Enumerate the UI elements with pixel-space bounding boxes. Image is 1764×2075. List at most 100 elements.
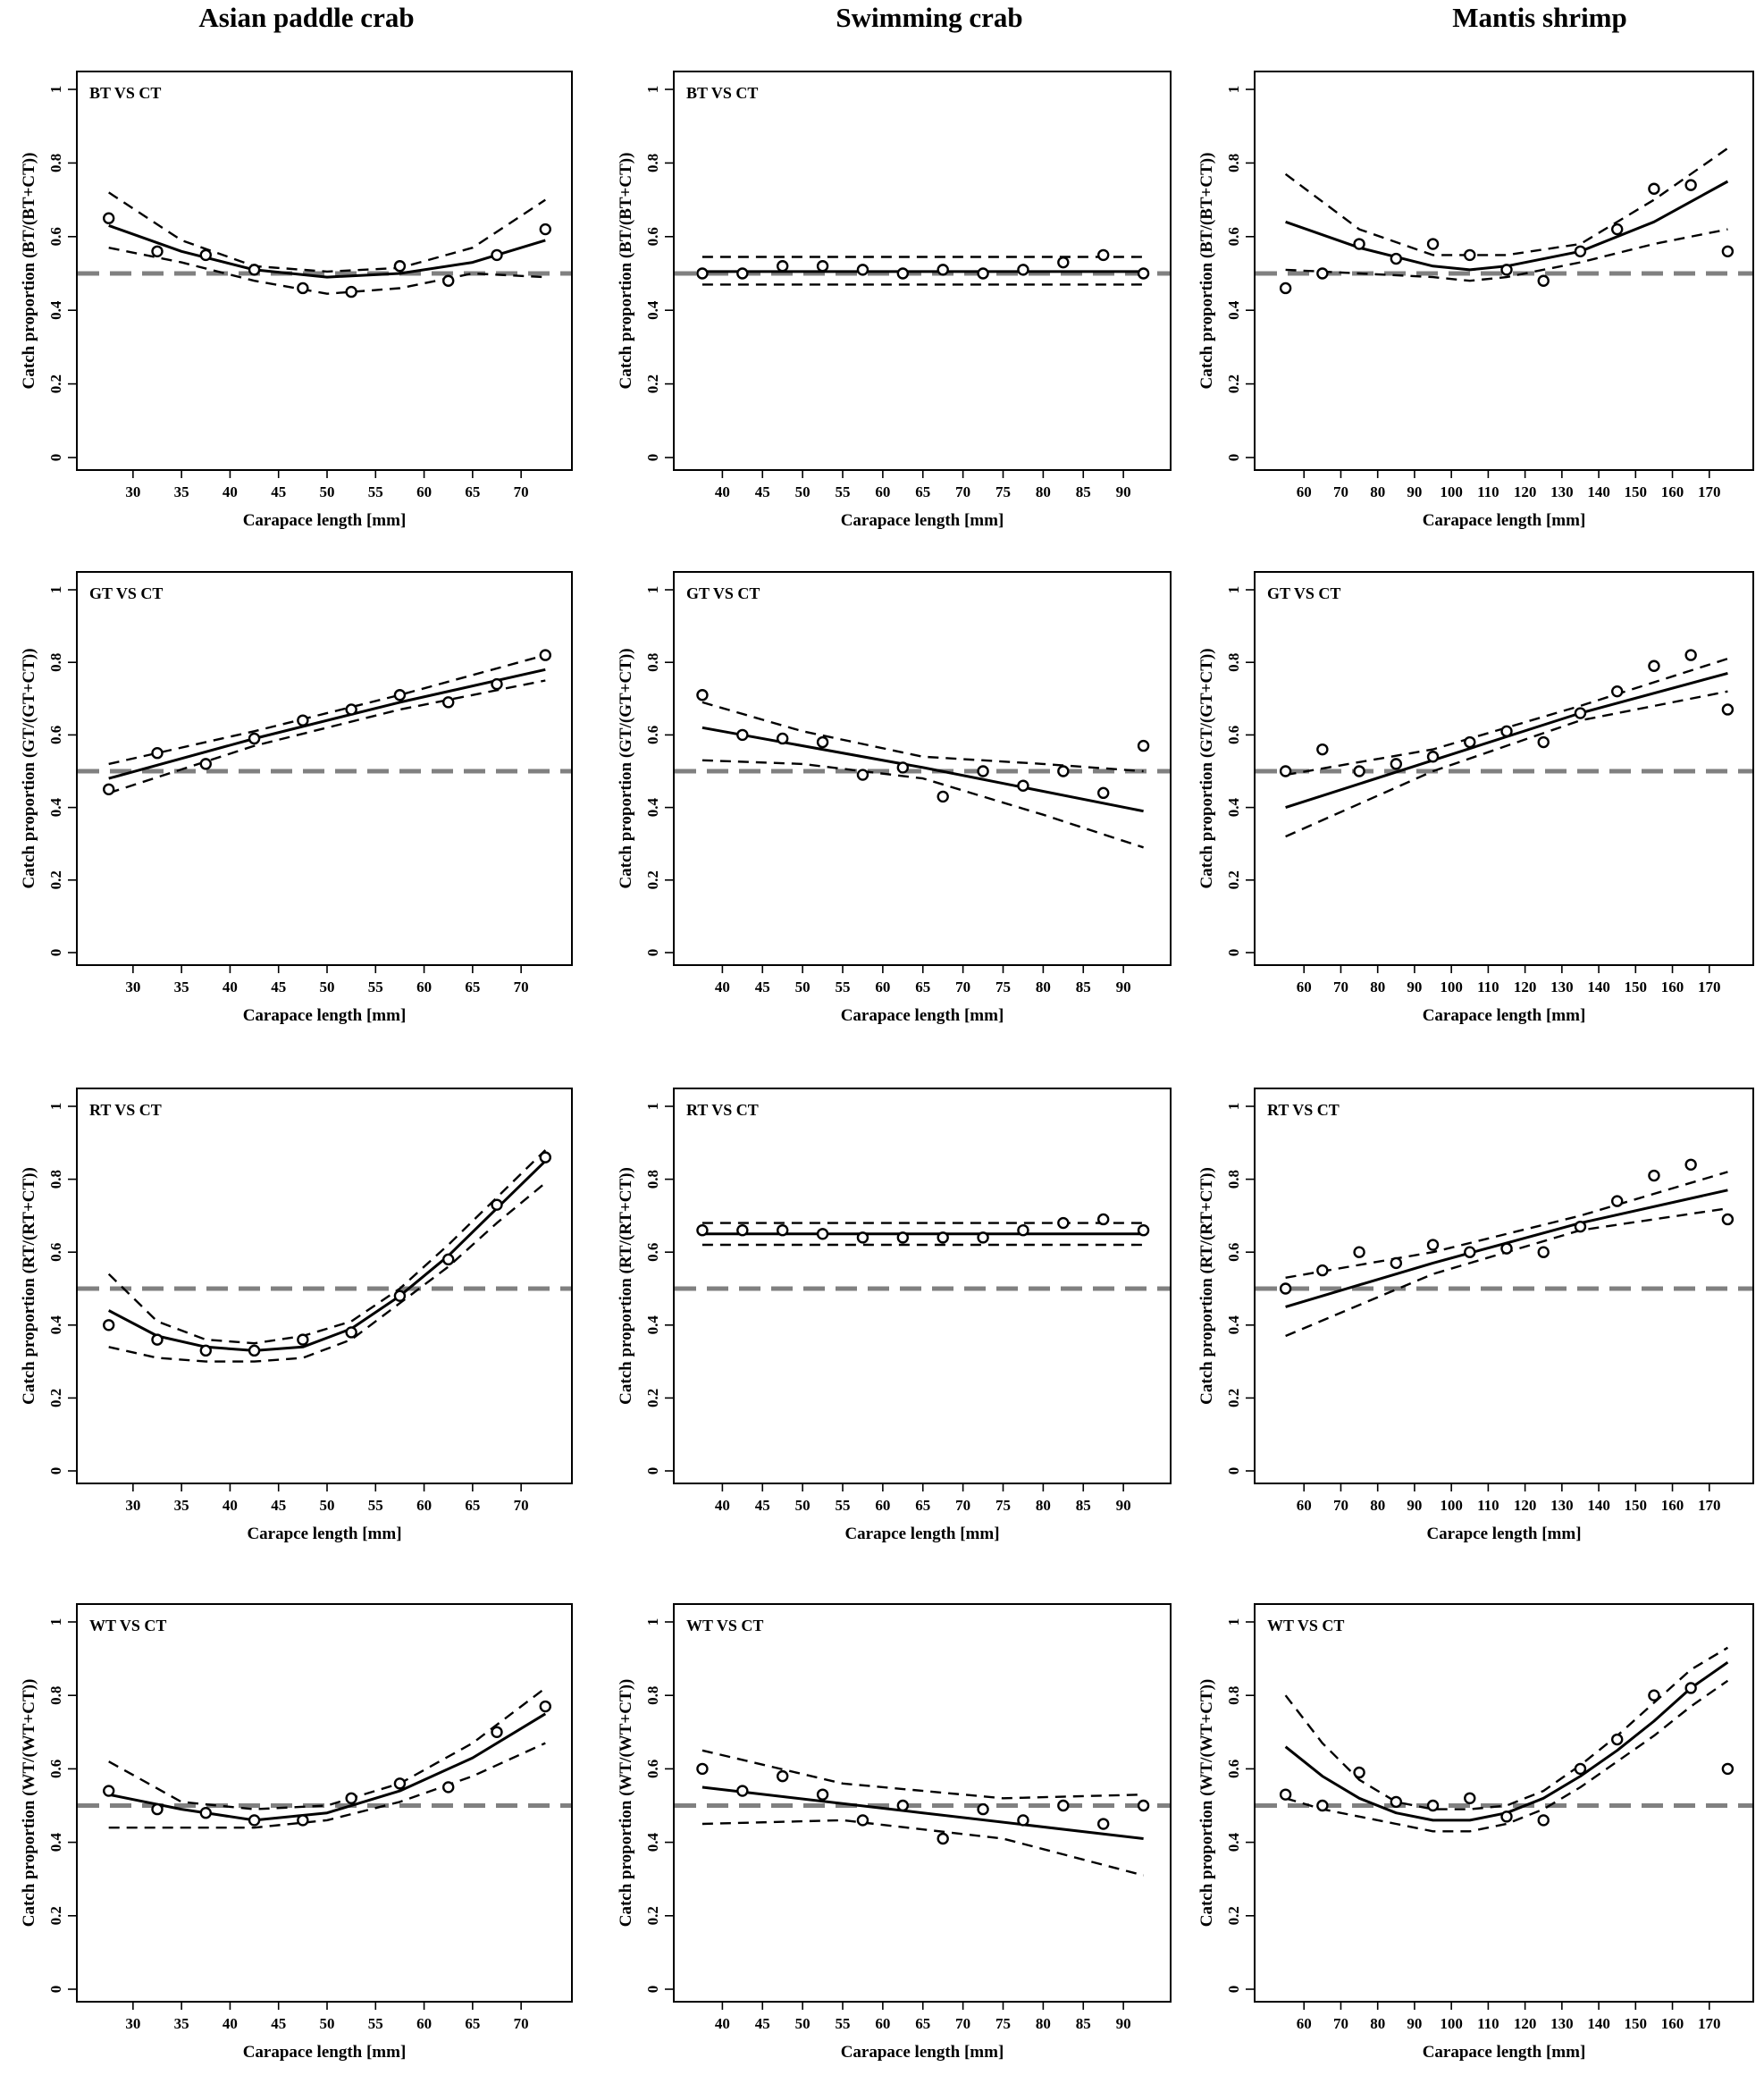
y-tick-label: 0.8	[644, 154, 661, 172]
x-tick-label: 85	[1076, 979, 1091, 995]
data-point	[1684, 649, 1697, 661]
data-point	[1500, 264, 1513, 276]
fitted-curve	[108, 1160, 547, 1352]
x-axis-label: Carapace length [mm]	[841, 1006, 1004, 1025]
y-tick-label: 0.6	[644, 227, 661, 246]
panel-label: WT VS CT	[686, 1617, 763, 1634]
y-tick-label: 0.4	[1225, 797, 1242, 817]
x-tick-label: 60	[416, 483, 432, 500]
y-tick-label: 0.4	[644, 1832, 661, 1852]
x-tick-label: 160	[1661, 483, 1684, 500]
panel-10: WT VS CT 0 0.2 0.4 0.6 0.8 1 30 35 40 45 50 55 60 65 70…	[20, 1603, 573, 2062]
data-point	[1648, 1689, 1660, 1701]
x-axis-label: Carapace length [mm]	[841, 511, 1004, 530]
x-axis-label: Carapace length [mm]	[243, 1006, 407, 1025]
x-tick-label: 170	[1698, 1497, 1721, 1514]
x-tick-label: 110	[1477, 2015, 1499, 2032]
y-tick-label: 1	[1225, 586, 1242, 594]
plot-frame	[76, 571, 573, 966]
x-tick-label: 35	[174, 1497, 189, 1514]
data-point	[199, 1807, 212, 1819]
x-tick-label: 55	[836, 483, 851, 500]
data-point	[1390, 758, 1403, 770]
y-tick-label: 0.6	[1225, 1243, 1242, 1262]
y-tick-label: 1	[1225, 1618, 1242, 1626]
data-point	[1279, 281, 1292, 295]
data-point	[442, 696, 455, 709]
x-axis-label: Carapace length [mm]	[1423, 2043, 1586, 2062]
ci-upper-line	[701, 1749, 1144, 1800]
data-point	[442, 274, 455, 287]
x-tick-label: 60	[875, 1497, 890, 1514]
panel-label: GT VS CT	[89, 584, 163, 602]
x-tick-label: 70	[514, 979, 529, 995]
y-axis-label: Catch proportion (BT/(BT+CT))	[1197, 153, 1216, 390]
data-point	[345, 285, 357, 298]
data-point	[896, 267, 910, 280]
data-point	[937, 1231, 949, 1244]
y-tick-label: 0.4	[644, 1315, 661, 1335]
x-tick-label: 80	[1370, 1497, 1385, 1514]
x-tick-label: 45	[271, 979, 286, 995]
data-point	[1500, 725, 1513, 738]
data-point	[103, 1319, 115, 1332]
panel-8: RT VS CT 0 0.2 0.4 0.6 0.8 1 40 45 50 55 60 65 70 75 80…	[617, 1088, 1172, 1543]
data-point	[1610, 1733, 1624, 1746]
data-point	[856, 769, 869, 781]
data-point	[736, 728, 749, 742]
x-tick-label: 30	[125, 979, 140, 995]
data-point	[1017, 779, 1029, 792]
x-tick-label: 100	[1440, 483, 1463, 500]
data-point	[696, 689, 709, 701]
data-point	[1279, 1788, 1292, 1801]
y-tick-label: 0.6	[644, 1243, 661, 1262]
x-tick-label: 85	[1076, 2015, 1091, 2032]
x-tick-label: 80	[1370, 979, 1385, 995]
panel-label: GT VS CT	[686, 584, 760, 602]
data-point	[776, 260, 789, 273]
x-tick-label: 90	[1116, 483, 1131, 500]
x-tick-label: 150	[1625, 1497, 1648, 1514]
x-tick-label: 140	[1587, 1497, 1610, 1514]
y-tick-label: 0.2	[1225, 1906, 1242, 1925]
x-tick-label: 65	[465, 1497, 480, 1514]
y-tick-label: 1	[1225, 1103, 1242, 1111]
x-tick-label: 90	[1407, 483, 1422, 500]
x-tick-label: 50	[320, 979, 335, 995]
data-point	[1353, 765, 1365, 777]
y-tick-label: 0.4	[644, 797, 661, 817]
x-tick-label: 150	[1625, 979, 1648, 995]
x-tick-label: 70	[955, 1497, 970, 1514]
x-tick-label: 60	[1297, 1497, 1312, 1514]
y-tick-label: 0	[1225, 1986, 1242, 1994]
x-tick-label: 70	[514, 2015, 529, 2032]
x-tick-label: 70	[514, 1497, 529, 1514]
data-point	[103, 212, 115, 224]
y-tick-label: 0.8	[47, 1170, 64, 1189]
x-tick-label: 65	[915, 979, 930, 995]
data-point	[345, 703, 357, 716]
panel-label: RT VS CT	[1267, 1101, 1340, 1119]
data-point	[776, 1769, 789, 1783]
data-point	[297, 281, 309, 295]
x-tick-label: 70	[955, 2015, 970, 2032]
data-point	[297, 1333, 309, 1346]
data-point	[1137, 1224, 1150, 1237]
y-axis-label: Catch proportion (WT/(WT+CT))	[20, 1679, 38, 1928]
x-axis-label: Carapace length [mm]	[243, 511, 407, 530]
x-tick-label: 85	[1076, 1497, 1091, 1514]
data-point	[1537, 735, 1550, 749]
data-point	[1057, 1799, 1070, 1812]
x-tick-label: 60	[416, 979, 432, 995]
x-tick-label: 50	[795, 483, 811, 500]
y-tick-label: 0.8	[47, 653, 64, 672]
data-point	[393, 260, 407, 273]
data-point	[1137, 1799, 1150, 1812]
x-tick-label: 40	[223, 2015, 238, 2032]
data-point	[1279, 765, 1292, 777]
x-tick-label: 120	[1514, 1497, 1537, 1514]
fitted-curve	[1285, 671, 1728, 810]
fitted-curve	[1285, 180, 1729, 272]
y-tick-label: 0.4	[47, 300, 64, 320]
x-tick-label: 70	[1333, 979, 1348, 995]
